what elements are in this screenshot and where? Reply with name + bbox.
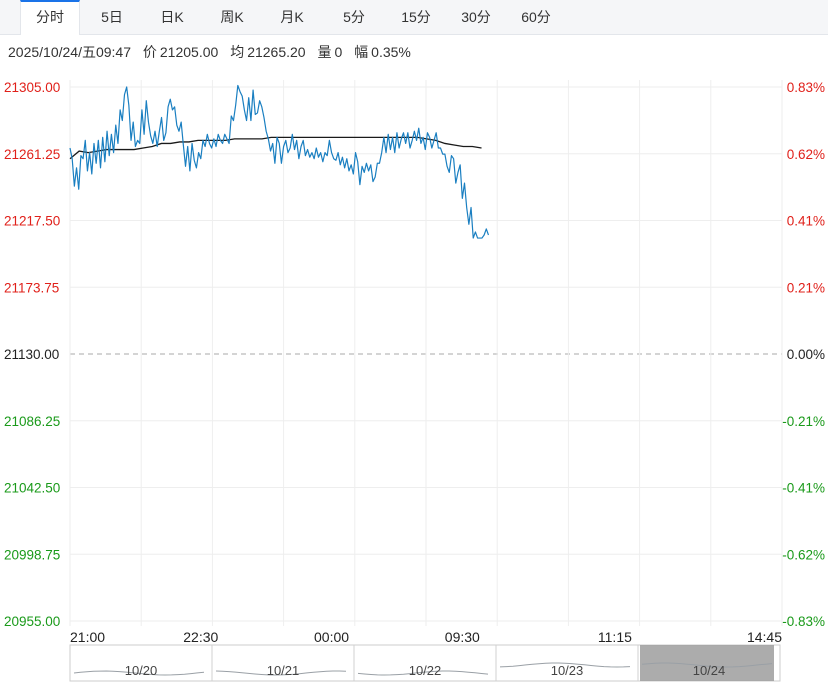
y-tick-label: 20998.75 <box>4 547 60 562</box>
price-label: 价 <box>142 44 157 60</box>
x-tick-label: 09:30 <box>445 629 480 645</box>
volume-label: 量 <box>317 44 332 60</box>
avg-label: 均 <box>230 44 245 60</box>
y-tick-label: 20955.00 <box>4 614 60 629</box>
pct-tick-label: 0.00% <box>787 347 825 362</box>
x-tick-label: 00:00 <box>314 629 349 645</box>
x-tick-label: 11:15 <box>598 629 632 645</box>
quote-range: 0.35% <box>371 44 411 60</box>
quote-volume: 0 <box>334 44 343 60</box>
tab-15min[interactable]: 15分 <box>401 9 431 25</box>
pct-tick-label: 0.41% <box>787 214 825 229</box>
navigator-mini-trend <box>641 662 773 668</box>
navigator-date-label: 10/23 <box>551 663 584 678</box>
tab-5min[interactable]: 5分 <box>343 9 365 25</box>
x-tick-label: 22:30 <box>183 629 218 645</box>
y-tick-label: 21130.00 <box>4 347 59 362</box>
tab-60min[interactable]: 60分 <box>521 9 551 25</box>
navigator-mini-trend <box>357 670 489 676</box>
pct-tick-label: -0.62% <box>782 547 825 562</box>
quote-price: 21205.00 <box>159 44 219 60</box>
pct-tick-label: 0.21% <box>787 280 825 295</box>
navigator-mini-trend <box>73 670 205 676</box>
navigator-date-label: 10/21 <box>267 663 300 678</box>
y-tick-label: 21217.50 <box>4 214 60 229</box>
range-label: 幅 <box>354 44 369 60</box>
pct-tick-label: 0.83% <box>787 80 825 95</box>
price-line <box>69 84 490 239</box>
navigator-date-label: 10/22 <box>409 663 442 678</box>
x-tick-label: 21:00 <box>70 629 105 645</box>
tab-5day[interactable]: 5日 <box>101 9 123 25</box>
navigator-mini-trend <box>215 670 347 676</box>
tab-intraday[interactable]: 分时 <box>20 0 80 35</box>
tab-weekly-k[interactable]: 周K <box>220 9 244 25</box>
y-tick-label: 21261.25 <box>4 147 60 162</box>
pct-tick-label: -0.41% <box>782 481 825 496</box>
pct-tick-label: -0.83% <box>782 614 825 629</box>
y-tick-label: 21305.00 <box>4 80 60 95</box>
tab-daily-k[interactable]: 日K <box>160 9 184 25</box>
x-tick-label: 14:45 <box>747 629 782 645</box>
pct-tick-label: 0.62% <box>787 147 825 162</box>
navigator-date-label: 10/20 <box>125 663 158 678</box>
navigator-mini-trend <box>499 662 631 668</box>
tab-monthly-k[interactable]: 月K <box>280 9 304 25</box>
y-tick-label: 21173.75 <box>4 280 59 295</box>
period-tab-bar: 分时 5日 日K 周K 月K 5分 15分 30分 60分 <box>0 0 828 35</box>
quote-avg: 21265.20 <box>247 44 306 60</box>
quote-datetime: 2025/10/24/五09:47 <box>8 44 131 60</box>
navigator-date-label: 10/24 <box>693 663 726 678</box>
tab-30min[interactable]: 30分 <box>461 9 491 25</box>
y-tick-label: 21086.25 <box>4 414 60 429</box>
pct-tick-label: -0.21% <box>782 414 825 429</box>
y-tick-label: 21042.50 <box>4 481 60 496</box>
